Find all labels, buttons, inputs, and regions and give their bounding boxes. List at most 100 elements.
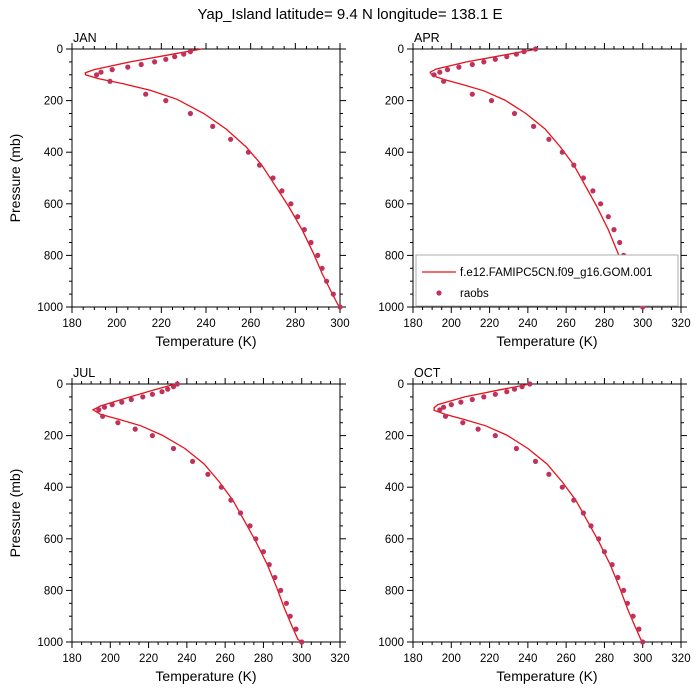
- raobs-point: [295, 214, 301, 220]
- raobs-point: [460, 420, 466, 426]
- raobs-point: [181, 51, 187, 57]
- raobs-point: [319, 265, 325, 271]
- y-tick-label: 600: [385, 534, 404, 546]
- raobs-point: [580, 510, 587, 516]
- raobs-point: [270, 175, 276, 181]
- panel-jul: 180 200 220 240 260 280 300 320 0 200 400 600 800 100…: [7, 366, 350, 684]
- y-tick-label: 0: [57, 44, 63, 56]
- raobs-point: [492, 56, 498, 62]
- model-profile-line: [84, 48, 341, 308]
- y-tick-label: 200: [44, 431, 63, 443]
- raobs-point: [531, 123, 537, 129]
- x-axis-label: Temperature (K): [155, 333, 256, 349]
- raobs-point: [456, 64, 462, 70]
- raobs-point: [630, 613, 636, 619]
- panel-oct: 180 200 220 240 260 280 300 320 0 200 400 600 800 100…: [378, 366, 690, 684]
- raobs-point: [441, 404, 447, 410]
- panel-apr: 180 200 220 240 260 280 300 320 0 200 400 600 800 100…: [378, 31, 690, 349]
- x-tick-label: 200: [107, 318, 126, 330]
- y-tick-label: 0: [398, 379, 404, 391]
- raobs-point: [287, 613, 293, 619]
- raobs-point: [260, 549, 266, 555]
- raobs-point: [324, 278, 330, 284]
- raobs-point: [288, 201, 294, 207]
- raobs-point: [257, 162, 263, 168]
- raobs-point: [279, 188, 285, 194]
- y-axis-label: Pressure (mb): [7, 469, 23, 558]
- raobs-point: [442, 413, 449, 419]
- raobs-point: [210, 123, 216, 129]
- raobs-point: [266, 562, 272, 568]
- raobs-point: [580, 175, 587, 181]
- x-tick-label: 260: [241, 318, 260, 330]
- x-tick-label: 280: [254, 653, 273, 665]
- raobs-point: [163, 56, 169, 62]
- raobs-point: [205, 471, 211, 477]
- raobs-point: [172, 54, 178, 60]
- raobs-point: [278, 587, 284, 594]
- y-tick-label: 1000: [37, 637, 63, 649]
- raobs-point: [228, 497, 234, 503]
- raobs-point: [299, 639, 305, 645]
- raobs-point: [100, 413, 106, 419]
- x-tick-label: 180: [62, 653, 81, 665]
- x-axis-label: Temperature (K): [496, 333, 597, 349]
- x-tick-label: 240: [518, 653, 537, 665]
- y-tick-label: 800: [44, 250, 63, 262]
- x-tick-label: 300: [330, 318, 349, 330]
- raobs-point: [315, 252, 321, 258]
- x-tick-label: 240: [518, 318, 537, 330]
- x-tick-label: 280: [286, 318, 305, 330]
- raobs-point: [609, 562, 615, 568]
- y-tick-label: 200: [385, 431, 404, 443]
- y-tick-label: 0: [398, 44, 404, 56]
- raobs-point: [636, 626, 642, 632]
- y-tick-label: 800: [385, 585, 404, 597]
- model-profile-line: [433, 383, 644, 643]
- raobs-point: [488, 98, 495, 104]
- raobs-point: [481, 59, 487, 65]
- x-tick-label: 220: [139, 653, 158, 665]
- y-tick-label: 400: [44, 147, 63, 159]
- x-tick-label: 260: [557, 653, 576, 665]
- raobs-point: [165, 386, 171, 392]
- raobs-point: [437, 407, 443, 413]
- x-tick-label: 200: [442, 653, 461, 665]
- raobs-point: [245, 149, 251, 155]
- y-tick-label: 800: [385, 250, 404, 262]
- raobs-point: [337, 304, 343, 310]
- raobs-point: [527, 381, 533, 387]
- raobs-point: [330, 291, 336, 297]
- raobs-point: [247, 523, 253, 529]
- panel-title: APR: [414, 31, 440, 45]
- raobs-point: [308, 239, 314, 246]
- raobs-point: [170, 384, 177, 390]
- raobs-point: [441, 78, 447, 84]
- y-tick-label: 0: [57, 379, 63, 391]
- raobs-point: [458, 399, 464, 405]
- raobs-point: [621, 587, 627, 594]
- x-tick-label: 180: [62, 318, 81, 330]
- raobs-point: [272, 574, 278, 581]
- plot-frame: [71, 383, 341, 643]
- raobs-point: [596, 536, 602, 542]
- raobs-point: [293, 626, 299, 632]
- raobs-point: [511, 386, 518, 392]
- raobs-point: [519, 384, 525, 390]
- raobs-point: [125, 64, 131, 70]
- panel-title: OCT: [414, 366, 441, 380]
- x-tick-label: 300: [633, 653, 652, 665]
- plot-frame: [71, 48, 341, 308]
- raobs-point: [481, 394, 487, 400]
- raobs-point: [187, 110, 193, 117]
- x-tick-label: 320: [330, 653, 349, 665]
- x-tick-label: 180: [403, 318, 422, 330]
- raobs-point: [601, 549, 608, 555]
- raobs-point: [546, 471, 552, 477]
- panel-jan: 180 200 220 240 260 280 300 0 200 400 600 800 1000 Te…: [7, 31, 350, 349]
- raobs-point: [598, 201, 604, 207]
- raobs-point: [115, 420, 121, 426]
- raobs-point: [187, 49, 193, 55]
- x-tick-label: 220: [480, 318, 499, 330]
- raobs-point: [492, 433, 498, 439]
